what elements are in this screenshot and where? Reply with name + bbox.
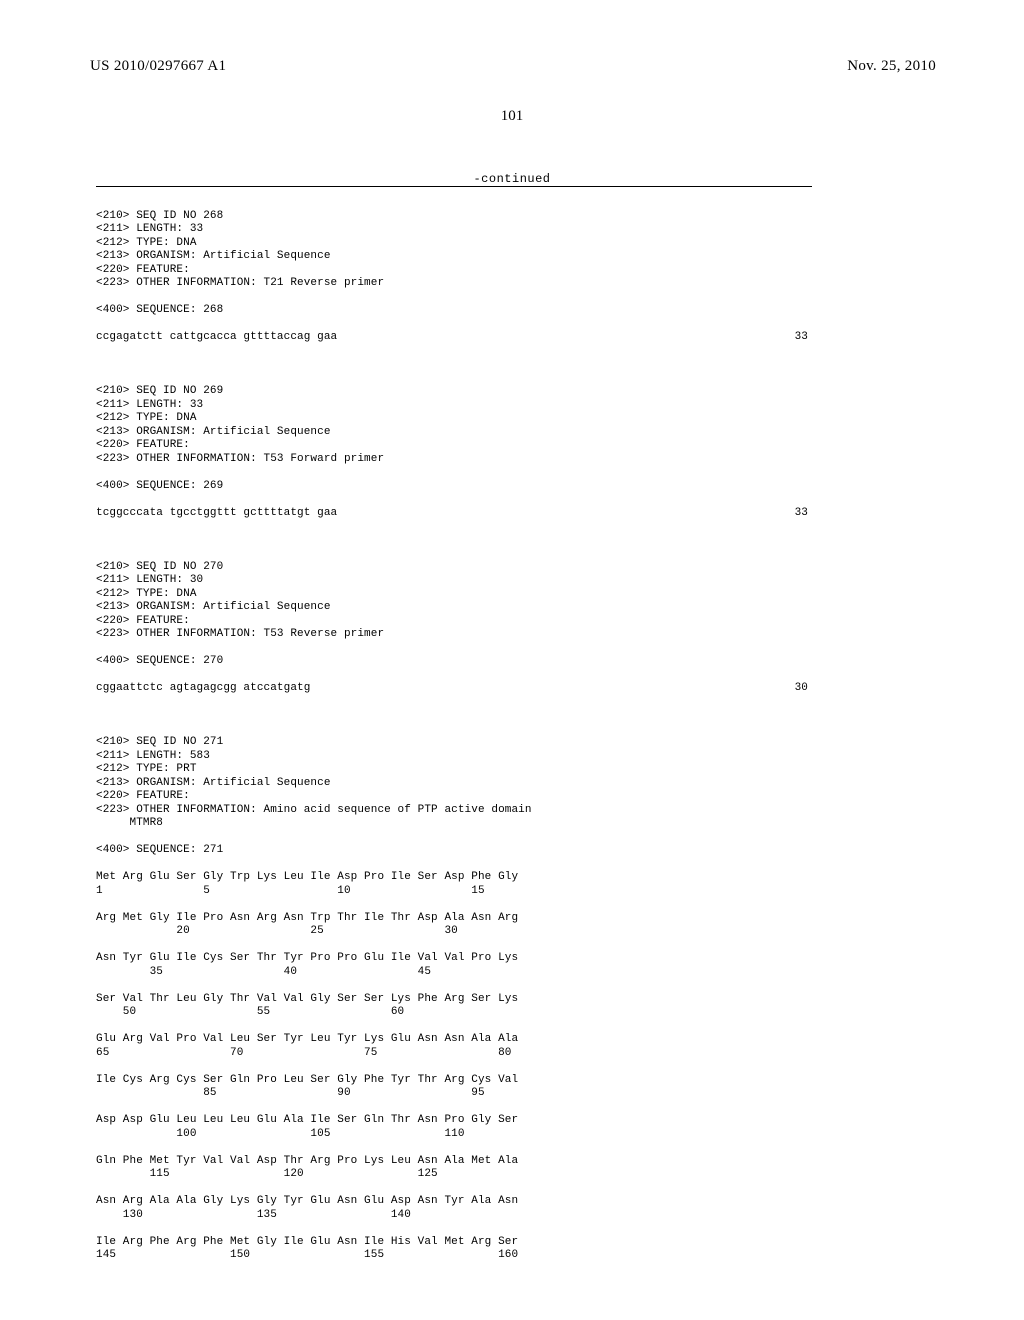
seq-line: <211> LENGTH: 33 [96, 223, 812, 237]
seq-line: <223> OTHER INFORMATION: T53 Reverse pri… [96, 628, 812, 642]
publication-date: Nov. 25, 2010 [847, 58, 936, 75]
seq-line: 50 55 60 [96, 1006, 812, 1020]
seq-line: Glu Arg Val Pro Val Leu Ser Tyr Leu Tyr … [96, 1033, 812, 1047]
seq-line: Asp Asp Glu Leu Leu Leu Glu Ala Ile Ser … [96, 1114, 812, 1128]
horizontal-rule [96, 186, 812, 187]
seq-line: 1 5 10 15 [96, 885, 812, 899]
seq-line: 20 25 30 [96, 925, 812, 939]
sequence-length: 33 [795, 507, 812, 521]
seq-line: Asn Tyr Glu Ile Cys Ser Thr Tyr Pro Pro … [96, 952, 812, 966]
seq-line: <212> TYPE: DNA [96, 237, 812, 251]
seq-line: <220> FEATURE: [96, 264, 812, 278]
seq-line: MTMR8 [96, 817, 812, 831]
seq-line: Asn Arg Ala Ala Gly Lys Gly Tyr Glu Asn … [96, 1195, 812, 1209]
sequence-text: cggaattctc agtagagcgg atccatgatg [96, 682, 310, 696]
seq-line: <213> ORGANISM: Artificial Sequence [96, 601, 812, 615]
seq-line: Met Arg Glu Ser Gly Trp Lys Leu Ile Asp … [96, 871, 812, 885]
page-number: 101 [0, 108, 1024, 125]
seq-line: <212> TYPE: DNA [96, 588, 812, 602]
seq-line: <400> SEQUENCE: 270 [96, 655, 812, 669]
continued-label: -continued [0, 172, 1024, 186]
sequence-length: 30 [795, 682, 812, 696]
sequence-data-line: tcggcccata tgcctggttt gcttttatgt gaa 33 [96, 507, 812, 521]
sequence-data-line: cggaattctc agtagagcgg atccatgatg 30 [96, 682, 812, 696]
seq-line: <220> FEATURE: [96, 439, 812, 453]
seq-line: <213> ORGANISM: Artificial Sequence [96, 250, 812, 264]
seq-line: Gln Phe Met Tyr Val Val Asp Thr Arg Pro … [96, 1155, 812, 1169]
seq-line: 100 105 110 [96, 1128, 812, 1142]
seq-line: <210> SEQ ID NO 270 [96, 561, 812, 575]
publication-number: US 2010/0297667 A1 [90, 58, 226, 75]
seq-line: <210> SEQ ID NO 268 [96, 210, 812, 224]
seq-line: <213> ORGANISM: Artificial Sequence [96, 426, 812, 440]
seq-line: Ile Arg Phe Arg Phe Met Gly Ile Glu Asn … [96, 1236, 812, 1250]
seq-line: <210> SEQ ID NO 271 [96, 736, 812, 750]
seq-line: 85 90 95 [96, 1087, 812, 1101]
seq-line: <400> SEQUENCE: 268 [96, 304, 812, 318]
seq-line: Arg Met Gly Ile Pro Asn Arg Asn Trp Thr … [96, 912, 812, 926]
seq-line: Ile Cys Arg Cys Ser Gln Pro Leu Ser Gly … [96, 1074, 812, 1088]
seq-line: <210> SEQ ID NO 269 [96, 385, 812, 399]
seq-line: <211> LENGTH: 30 [96, 574, 812, 588]
seq-line: 115 120 125 [96, 1168, 812, 1182]
sequence-text: tcggcccata tgcctggttt gcttttatgt gaa [96, 507, 337, 521]
seq-line: 65 70 75 80 [96, 1047, 812, 1061]
seq-line: <400> SEQUENCE: 271 [96, 844, 812, 858]
sequence-text: ccgagatctt cattgcacca gttttaccag gaa [96, 331, 337, 345]
seq-line: Ser Val Thr Leu Gly Thr Val Val Gly Ser … [96, 993, 812, 1007]
seq-line: <211> LENGTH: 33 [96, 399, 812, 413]
sequence-length: 33 [795, 331, 812, 345]
seq-line: <212> TYPE: PRT [96, 763, 812, 777]
seq-line: <400> SEQUENCE: 269 [96, 480, 812, 494]
seq-line: 145 150 155 160 [96, 1249, 812, 1263]
seq-line: 35 40 45 [96, 966, 812, 980]
seq-line: <220> FEATURE: [96, 615, 812, 629]
seq-line: <220> FEATURE: [96, 790, 812, 804]
seq-line: <211> LENGTH: 583 [96, 750, 812, 764]
sequence-listing: <210> SEQ ID NO 268<211> LENGTH: 33<212>… [96, 196, 812, 1276]
seq-line: <213> ORGANISM: Artificial Sequence [96, 777, 812, 791]
seq-line: <223> OTHER INFORMATION: T53 Forward pri… [96, 453, 812, 467]
seq-line: <223> OTHER INFORMATION: Amino acid sequ… [96, 804, 812, 818]
seq-line: <223> OTHER INFORMATION: T21 Reverse pri… [96, 277, 812, 291]
seq-line: <212> TYPE: DNA [96, 412, 812, 426]
sequence-data-line: ccgagatctt cattgcacca gttttaccag gaa 33 [96, 331, 812, 345]
seq-line: 130 135 140 [96, 1209, 812, 1223]
